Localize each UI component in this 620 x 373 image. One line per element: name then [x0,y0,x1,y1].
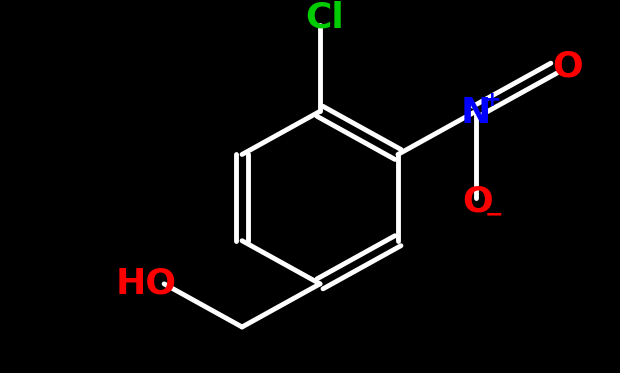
Text: O: O [463,184,494,219]
Text: HO: HO [115,267,177,301]
Text: +: + [482,90,501,110]
Text: N: N [461,96,491,130]
Text: Cl: Cl [306,0,344,34]
Text: O: O [552,49,583,83]
Text: −: − [485,205,503,225]
